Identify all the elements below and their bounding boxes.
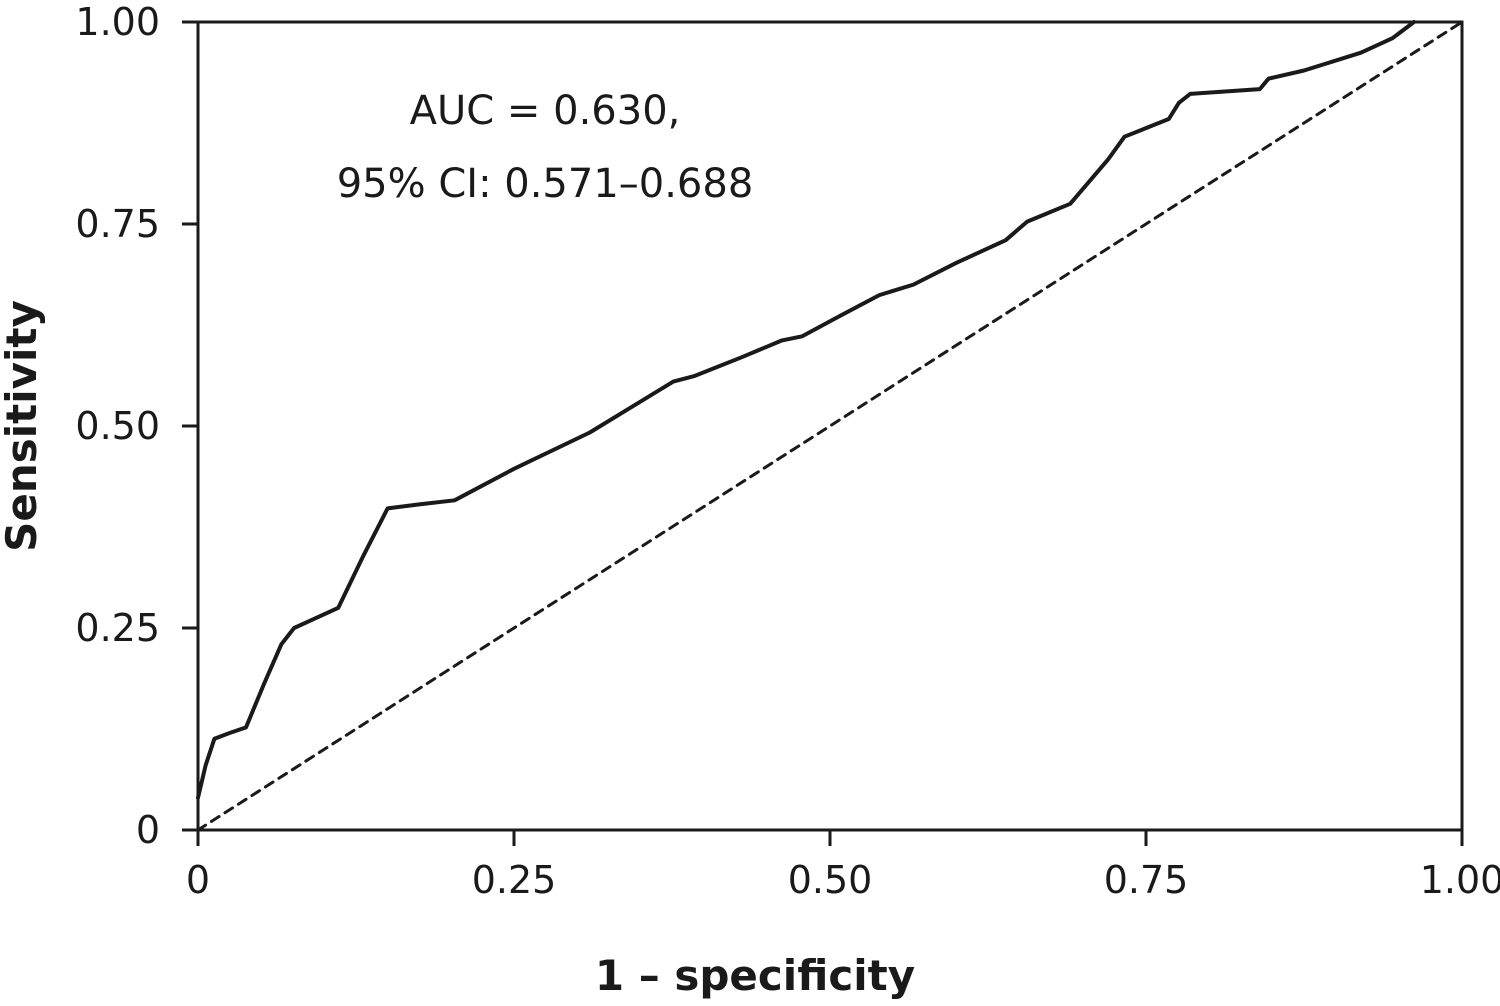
y-tick-label: 0.25	[75, 606, 160, 650]
reference-diagonal-line	[196, 20, 1464, 832]
y-axis-ticks: 0 0.25 0.50 0.75 1.00	[75, 0, 198, 852]
auc-annotation: AUC = 0.630,	[410, 88, 681, 134]
x-tick-label: 0	[186, 858, 210, 902]
x-tick-label: 0.25	[472, 858, 557, 902]
x-tick-label: 0.50	[788, 858, 873, 902]
y-tick-label: 0.50	[75, 404, 160, 448]
ci-annotation: 95% CI: 0.571–0.688	[337, 161, 754, 207]
x-tick-label: 0.75	[1104, 858, 1189, 902]
y-tick-label: 0.75	[75, 202, 160, 246]
x-axis-title: 1 – specificity	[595, 951, 915, 1000]
y-axis-title: Sensitivity	[0, 300, 46, 552]
y-tick-label: 0	[136, 808, 160, 852]
y-tick-label: 1.00	[75, 0, 160, 44]
series-layer	[196, 20, 1464, 832]
x-axis-ticks: 0 0.25 0.50 0.75 1.00	[186, 830, 1500, 902]
roc-curve	[196, 20, 1416, 800]
x-tick-label: 1.00	[1420, 858, 1500, 902]
